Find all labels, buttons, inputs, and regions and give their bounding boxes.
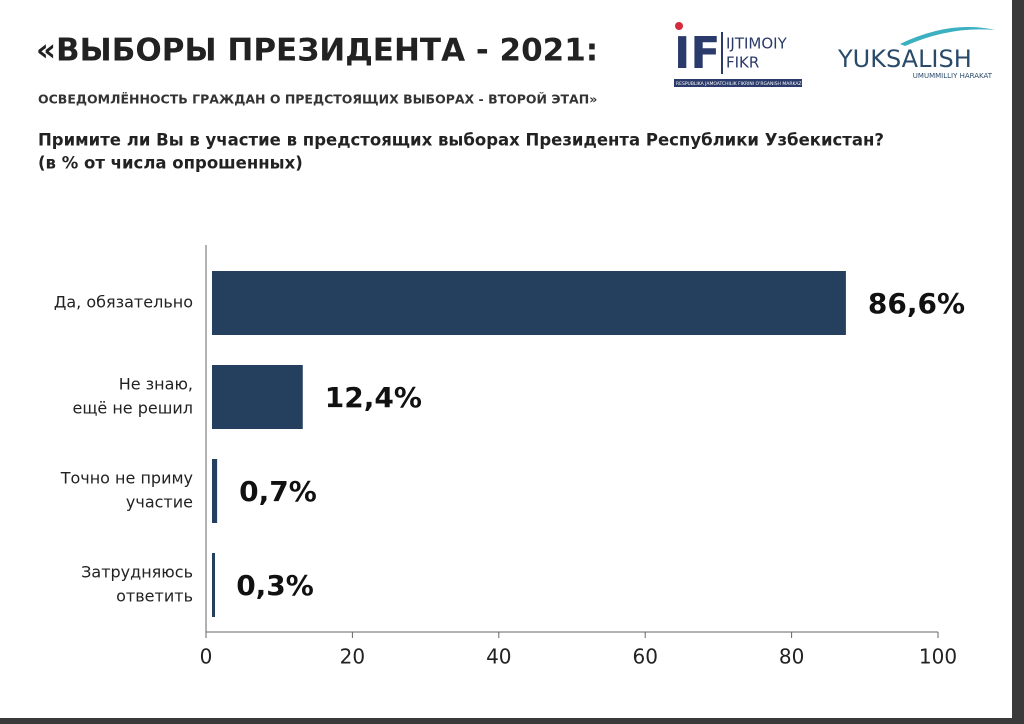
x-tick-label: 60 (632, 645, 657, 669)
logo-band (674, 79, 802, 87)
category-label: Точно не приму (60, 469, 193, 488)
bar (212, 459, 218, 523)
value-label: 86,6% (868, 287, 965, 320)
logo-if-caption: RESPUBLIKA JAMOATCHILIK FIKRINI O'RGANIS… (676, 81, 803, 87)
value-label: 12,4% (325, 381, 422, 414)
logo-if-mark: IF (674, 28, 720, 79)
logo-dot (675, 22, 683, 30)
category-label: Да, обязательно (54, 293, 193, 312)
category-label: ещё не решил (73, 399, 194, 418)
bar (212, 271, 846, 335)
x-tick-label: 80 (779, 645, 804, 669)
logo-yuksalish-caption: UMUMMILLIY HARAKAT (913, 72, 993, 80)
title: «ВЫБОРЫ ПРЕЗИДЕНТА - 2021: (36, 33, 598, 69)
logo-if-line1: IJTIMOIY (726, 35, 788, 53)
frame-bottom (0, 718, 1024, 724)
category-label: ответить (116, 587, 193, 606)
logo-yuksalish-name: YUKSALISH (837, 45, 972, 73)
value-label: 0,3% (236, 569, 314, 602)
subtitle: ОСВЕДОМЛЁННОСТЬ ГРАЖДАН О ПРЕДСТОЯЩИХ ВЫ… (38, 92, 597, 107)
frame-right (1012, 0, 1024, 724)
bar (212, 553, 215, 617)
logo-yuksalish: YUKSALISH UMUMMILLIY HARAKAT (837, 27, 995, 80)
question-note: (в % от числа опрошенных) (38, 154, 303, 173)
x-tick-label: 40 (486, 645, 511, 669)
logo-swoosh (900, 27, 995, 46)
logo-if-line2: FIKR (726, 54, 759, 72)
x-tick-label: 0 (200, 645, 213, 669)
x-tick-label: 100 (919, 645, 957, 669)
x-tick-label: 20 (340, 645, 365, 669)
category-label: Затрудняюсь (81, 563, 193, 582)
category-label: участие (126, 493, 193, 512)
question: Примите ли Вы в участие в предстоящих вы… (38, 131, 884, 150)
bar (212, 365, 303, 429)
category-label: Не знаю, (119, 375, 193, 394)
value-label: 0,7% (239, 475, 317, 508)
logo-if: IF IJTIMOIY FIKR RESPUBLIKA JAMOATCHILIK… (674, 22, 803, 87)
